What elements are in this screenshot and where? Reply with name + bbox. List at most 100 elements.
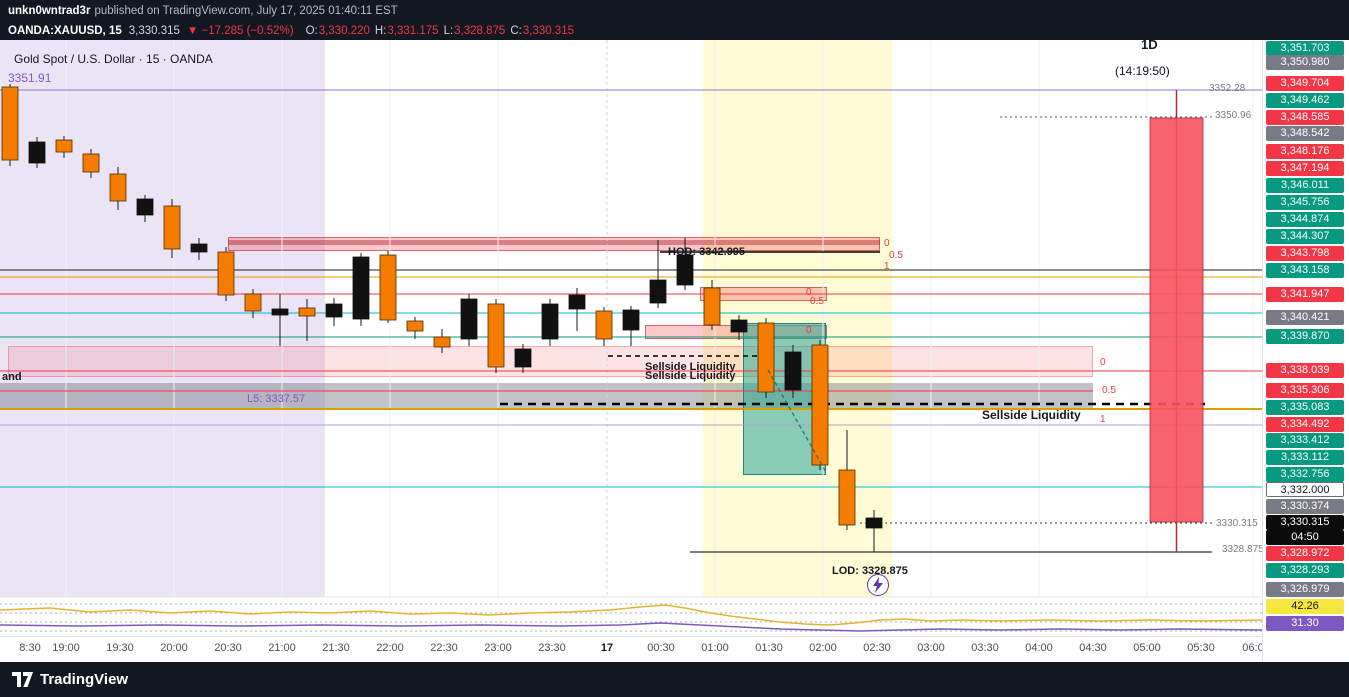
sellside-liquidity-2: Sellside Liquidity	[645, 370, 736, 382]
price-label: 3,330.315	[1266, 515, 1344, 530]
price-label: 31.30	[1266, 616, 1344, 631]
oscillator-slow	[0, 622, 1262, 632]
price-label: 3,339.870	[1266, 329, 1344, 344]
last-price: 3,330.315	[128, 25, 180, 37]
price-label: 3,344.874	[1266, 212, 1344, 227]
l5-label: L5: 3337.57	[247, 393, 306, 405]
price-label: 3,335.306	[1266, 383, 1344, 398]
price-scale[interactable]: 3,351.703 3,350.980 3,349.704 3,349.462 3,34…	[1262, 40, 1349, 662]
legend-title: Gold Spot / U.S. Dollar · 15 · OANDA	[14, 52, 213, 66]
time-tick: 00:30	[647, 642, 675, 654]
time-tick: 22:30	[430, 642, 458, 654]
time-tick: 21:30	[322, 642, 350, 654]
fib3-0: 0	[806, 325, 812, 336]
ohlc-value: 3,330.315	[522, 25, 574, 37]
price-label: 3,332.756	[1266, 467, 1344, 482]
ohlc-label: C:	[510, 25, 522, 37]
price-label: 3,330.374	[1266, 499, 1344, 514]
zone-supply-zone-a	[228, 237, 880, 251]
price-label: 3,343.158	[1266, 263, 1344, 278]
publish-anchor-icon[interactable]	[867, 574, 889, 596]
level-close-label: 3330.315	[1216, 518, 1258, 529]
time-tick: 20:00	[160, 642, 188, 654]
time-tick: 17	[600, 642, 614, 654]
price-label: 3,351.703	[1266, 41, 1344, 56]
publish-info: published on TradingView.com, July 17, 2…	[94, 5, 398, 17]
sellside-liquidity-1: Sellside Liquidity	[645, 361, 736, 373]
price-label: 3,333.112	[1266, 450, 1344, 465]
htf-label: 1D	[1141, 40, 1158, 52]
time-tick: 19:30	[106, 642, 134, 654]
time-tick: 20:30	[214, 642, 242, 654]
chart-canvas[interactable]: Gold Spot / U.S. Dollar · 15 · OANDA 3351…	[0, 40, 1262, 636]
fib1-05: 0.5	[889, 250, 903, 261]
time-tick: 05:30	[1187, 642, 1215, 654]
price-label: 3,347.194	[1266, 161, 1344, 176]
time-axis[interactable]: 8:30 19:00 19:30 20:00 20:30 21:00 21:30 22:00 2…	[0, 636, 1264, 662]
price-change: ▼ −17.285 (−0.52%)	[186, 25, 294, 37]
oscillator-fast	[0, 604, 1262, 626]
hod-label: HOD: 3342.995	[668, 246, 746, 258]
fib2-05: 0.5	[810, 296, 824, 307]
price-label: 3,349.704	[1266, 76, 1344, 91]
time-tick: 04:30	[1079, 642, 1107, 654]
time-tick: 03:00	[917, 642, 945, 654]
price-label: 3,343.798	[1266, 246, 1344, 261]
sellside-liquidity-3: Sellside Liquidity	[982, 408, 1081, 422]
time-tick: 03:30	[971, 642, 999, 654]
tradingview-logo[interactable]: TradingView	[12, 671, 128, 688]
time-tick: 23:00	[484, 642, 512, 654]
price-label: 3,341.947	[1266, 287, 1344, 302]
price-label: 3,350.980	[1266, 55, 1344, 70]
fib2-0: 0	[806, 287, 812, 298]
chart-plot	[0, 40, 1262, 632]
zone-equilibrium-band	[0, 383, 1093, 410]
ohlc-value: 3,331.175	[387, 25, 439, 37]
fib4-1: 1	[1100, 414, 1106, 425]
price-label: 3,344.307	[1266, 229, 1344, 244]
ohlc-value: 3,328.875	[454, 25, 506, 37]
chart-area: Gold Spot / U.S. Dollar · 15 · OANDA 3351…	[0, 40, 1349, 662]
price-label: 3,328.293	[1266, 563, 1344, 578]
price-label: 3,340.421	[1266, 310, 1344, 325]
time-tick: 23:30	[538, 642, 566, 654]
price-label: 3,328.972	[1266, 546, 1344, 561]
lod-label: LOD: 3328.875	[832, 565, 908, 577]
publisher-name: unkn0wntrad3r	[8, 5, 91, 17]
publish-bar: unkn0wntrad3r published on TradingView.c…	[0, 0, 1349, 22]
time-tick: 8:30	[19, 642, 41, 654]
brand-name: TradingView	[40, 671, 129, 688]
price-label: 3,326.979	[1266, 582, 1344, 597]
price-label: 3,332.000	[1266, 482, 1344, 497]
countdown-label: 04:50	[1266, 530, 1344, 545]
price-label: 3,338.039	[1266, 363, 1344, 378]
ohlc-label: H:	[374, 25, 387, 37]
price-label: 3,348.585	[1266, 110, 1344, 125]
time-tick: 02:30	[863, 642, 891, 654]
fib4-05: 0.5	[1102, 385, 1116, 396]
zone-premium-band	[8, 346, 1093, 377]
level-high-label: 3352.28	[1209, 83, 1246, 94]
price-label: 3,348.542	[1266, 126, 1344, 141]
fib1-0: 0	[884, 238, 890, 249]
time-tick: 01:30	[755, 642, 783, 654]
fib1-1: 1	[884, 261, 890, 272]
time-tick: 22:00	[376, 642, 404, 654]
price-label: 3,334.492	[1266, 417, 1344, 432]
time-tick: 05:00	[1133, 642, 1161, 654]
price-label: 3,345.756	[1266, 195, 1344, 210]
price-label: 3,348.176	[1266, 144, 1344, 159]
price-label: 3,346.011	[1266, 178, 1344, 193]
price-label: 3,349.462	[1266, 93, 1344, 108]
time-tick: 21:00	[268, 642, 296, 654]
time-tick: 04:00	[1025, 642, 1053, 654]
footer: TradingView	[0, 662, 1349, 697]
left-cut-label: and	[2, 371, 22, 383]
tradingview-logo-icon	[12, 672, 33, 687]
time-tick: 01:00	[701, 642, 729, 654]
zone-session-yellow	[703, 40, 892, 597]
zone-session-purple	[0, 40, 325, 597]
ohlc-values: O:3,330.220 H:3,331.175 L:3,328.875 C:3,330…	[301, 25, 574, 37]
symbol-name: OANDA:XAUUSD, 15	[8, 25, 122, 37]
level-open-label: 3350.96	[1215, 110, 1252, 121]
